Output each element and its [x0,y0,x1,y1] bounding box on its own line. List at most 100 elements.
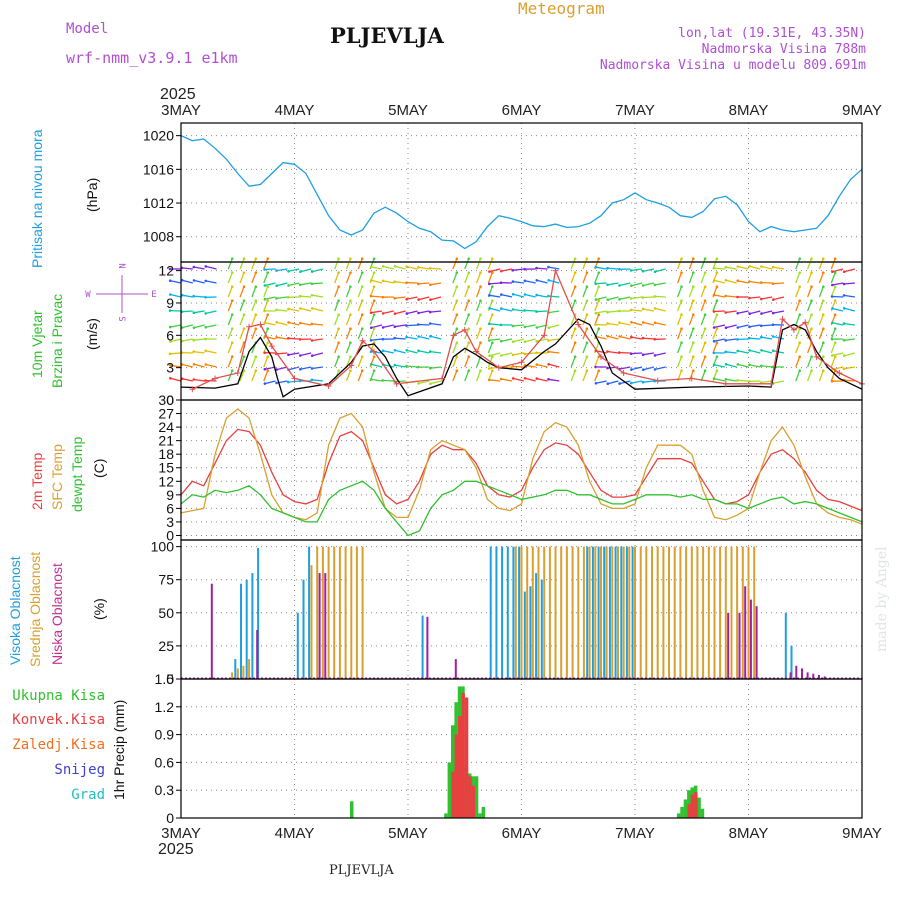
wind-arrow [489,352,501,357]
gust-marker [575,321,582,328]
clouds-bar [696,546,699,679]
gust-marker [768,380,775,387]
wind-arrow-head [370,326,373,330]
wind-arrow [570,286,576,298]
wind-arrow [475,258,482,270]
clouds-bar [535,573,538,679]
wind-arrow [489,268,501,273]
wind-arrow-head [715,285,719,289]
wind-arrow [725,363,737,368]
clouds-bar [730,546,733,679]
credit-watermark: made by Angel [874,546,890,652]
wind-arrow [688,342,694,354]
wind-arrow [357,272,363,284]
bottom-date-label: 7MAY [615,825,655,842]
wind-arrow-head [842,294,846,297]
pressure-label: Pritisak na nivou mora [29,129,45,268]
wind-arrow-head [369,265,373,269]
wind-arrow [676,328,683,340]
wind-arrow-head [372,327,376,331]
wind-arrow [713,267,725,270]
wind-arrow [818,356,824,368]
wind-arrow-head [337,327,340,331]
clouds-bar [543,546,546,679]
wind-arrow [263,286,269,298]
gust-marker [541,332,548,339]
wind-arrow-head [349,369,352,373]
clouds-bar [245,579,248,679]
wind-arrow-head [298,321,302,325]
wind-arrow [536,279,548,284]
clouds-bar [501,546,504,679]
wind-arrow [749,349,761,354]
lonlat: lon,lat (19.31E, 43.35N) [678,26,866,41]
y-tick-label: 0.6 [155,754,175,770]
wind-arrow [418,323,430,326]
wind-arrow-head [417,349,420,353]
wind-arrow [300,295,312,298]
wind-arrow-head [630,335,633,339]
wind-arrow [205,280,217,284]
wind-arrow [464,370,470,382]
wind-arrow-head [298,294,302,298]
wind-arrow [312,307,324,312]
wind-arrow-head [724,339,728,342]
wind-arrow-head [310,307,314,310]
year-bottom: 2025 [158,841,194,858]
wind-arrow-head [491,271,494,275]
wind-arrow [688,314,694,326]
wind-arrow [452,342,458,354]
wind-arrow-head [275,336,278,339]
wind-arrow [276,296,288,300]
gust-marker [291,375,298,382]
wind-arrow [193,378,205,382]
wind-arrow-head [736,279,739,283]
wind-arrow-head [242,369,246,373]
wind-arrow [276,366,288,371]
clouds-bar [518,546,521,679]
y-tick-label: 6 [166,327,174,343]
wind-arrow-head [349,355,352,359]
wind-arrow [548,338,560,342]
wind-arrow [251,286,257,298]
wind-arrow [749,265,761,270]
y-tick-label: 3 [166,514,174,530]
wind-arrow-head [393,363,397,367]
wind-arrow [761,324,773,327]
wind-arrow-head [712,377,716,380]
gust-marker [450,332,457,339]
wind-arrow-head [491,257,494,261]
wind-arrow [311,282,323,285]
wind-arrow-head [771,282,775,286]
wind-arrow [394,364,406,368]
wind-arrow [737,265,749,270]
wind-arrow-head [760,297,763,301]
wind-arrow [300,307,312,312]
clouds-bar [823,676,826,679]
compass-n: N [116,263,126,268]
clouds-bar [361,546,364,679]
wind-arrow [489,379,501,382]
wind-arrow [832,307,844,312]
clouds-bar [806,672,809,679]
gust-marker [802,319,809,326]
wind-arrow-head [606,322,609,325]
wind-arrow-head [417,298,420,301]
panels: 1008101210161020036912151821242730025507… [143,122,863,826]
wind-arrow-head [242,313,246,317]
precip-legend: Ukupna Kisa Konvek.Kisa Zaledj.Kisa Snij… [12,688,127,803]
wind-arrow-head [810,313,813,317]
clouds-bar [818,675,820,679]
wind-arrow [830,356,836,368]
wind-arrow-head [822,327,825,331]
clouds-bar [333,546,336,679]
wind-arrow-head [405,281,408,285]
wind-arrow [607,296,619,301]
wind-arrow [169,352,182,355]
wind-arrow [832,282,844,286]
wind-arrow-head [372,313,376,317]
wind-arrow-head [254,313,258,317]
wind-arrow [430,267,442,270]
wind-arrow-head [597,313,600,317]
wind-arrow [501,268,513,272]
